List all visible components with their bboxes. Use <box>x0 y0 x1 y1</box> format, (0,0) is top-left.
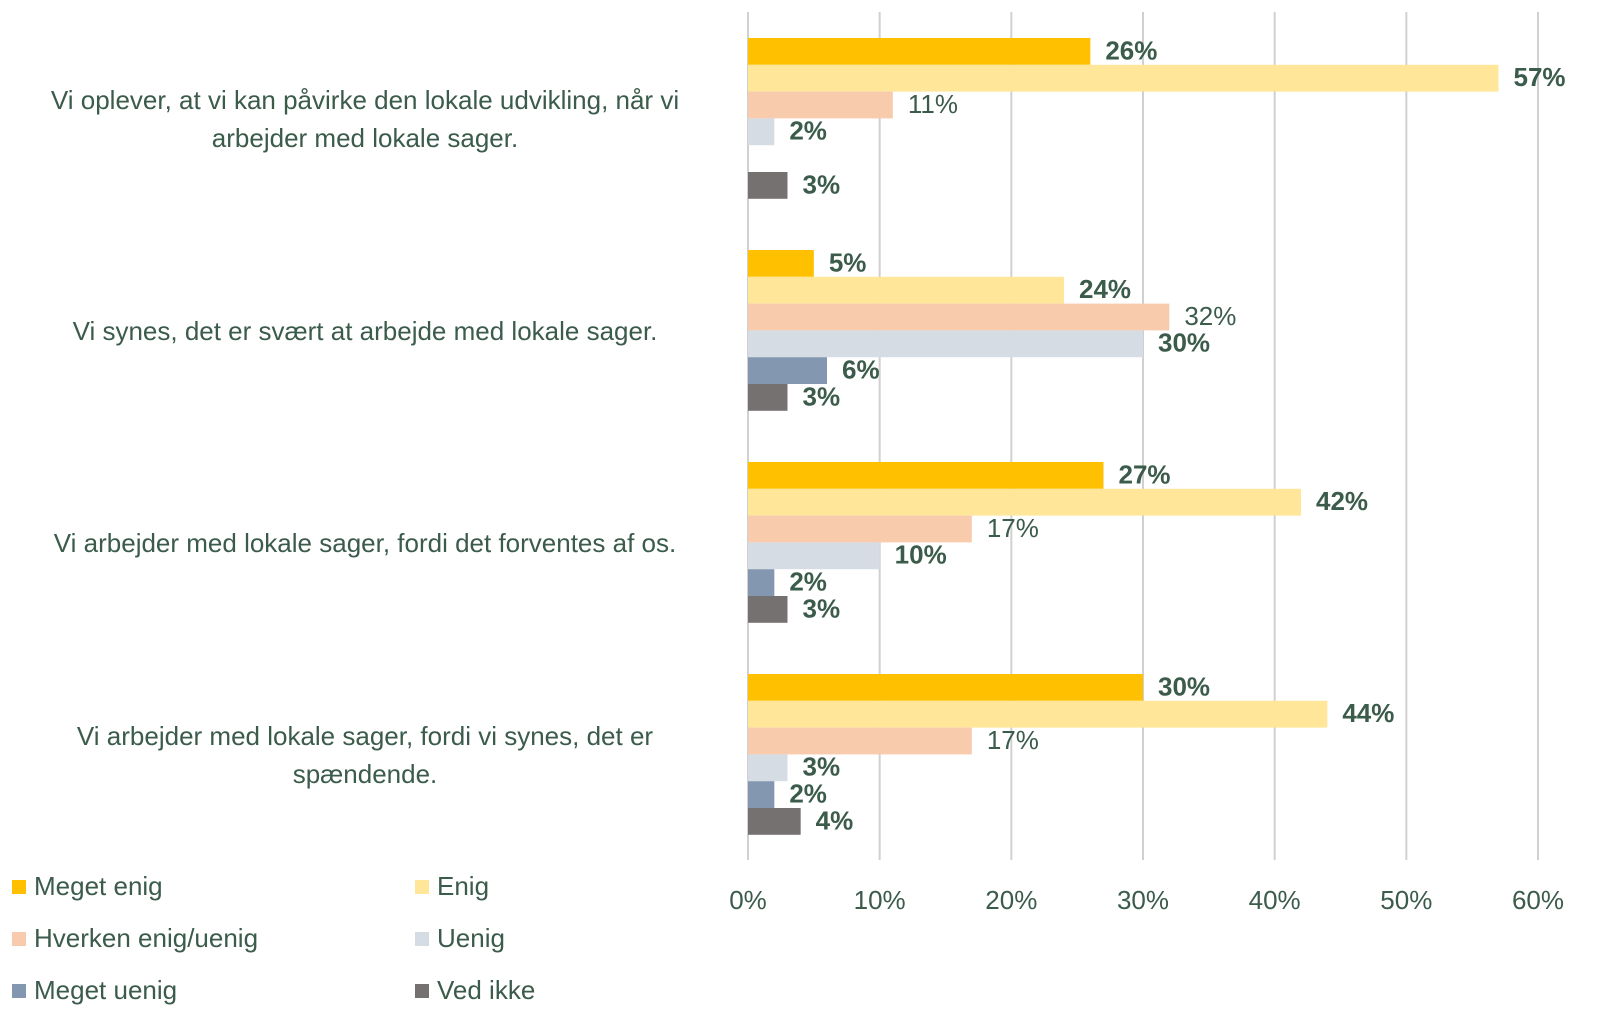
legend-swatch <box>12 880 26 894</box>
bar <box>748 64 1499 92</box>
data-label: 10% <box>895 540 947 570</box>
data-label: 17% <box>987 513 1039 543</box>
legend-label: Hverken enig/uenig <box>34 923 258 953</box>
data-label: 17% <box>987 725 1039 755</box>
data-label: 42% <box>1316 486 1368 516</box>
data-label: 2% <box>789 116 827 146</box>
bar <box>748 674 1143 701</box>
bar <box>748 462 1104 489</box>
bar <box>748 569 775 596</box>
data-label: 2% <box>789 566 827 596</box>
category-label: Vi arbejder med lokale sager, fordi vi s… <box>76 721 654 789</box>
data-label: 4% <box>816 805 854 835</box>
data-label: 2% <box>789 778 827 808</box>
bar <box>748 91 893 119</box>
bar <box>748 276 1064 304</box>
x-tick-label: 0% <box>729 885 767 915</box>
legend-label: Uenig <box>437 923 505 953</box>
x-tick-label: 30% <box>1117 885 1169 915</box>
bar <box>748 727 972 755</box>
bar <box>748 542 880 570</box>
legend-swatch <box>415 984 429 998</box>
bar <box>748 357 827 384</box>
bar <box>748 754 788 782</box>
bar <box>748 808 801 835</box>
bar <box>748 515 972 543</box>
x-tick-label: 10% <box>854 885 906 915</box>
data-label: 24% <box>1079 274 1131 304</box>
category-label: Vi oplever, at vi kan påvirke den lokale… <box>50 85 680 153</box>
data-label: 26% <box>1105 35 1157 65</box>
legend-swatch <box>12 932 26 946</box>
category-label: Vi arbejder med lokale sager, fordi det … <box>53 528 677 558</box>
data-label: 3% <box>803 752 841 782</box>
data-label: 5% <box>829 247 867 277</box>
bar <box>748 384 788 411</box>
x-tick-label: 60% <box>1512 885 1564 915</box>
legend-label: Meget enig <box>34 871 163 901</box>
bar <box>748 781 775 808</box>
category-label: Vi synes, det er svært at arbejde med lo… <box>72 316 658 346</box>
legend-swatch <box>415 932 429 946</box>
x-tick-label: 50% <box>1380 885 1432 915</box>
data-label: 30% <box>1158 328 1210 358</box>
x-tick-label: 40% <box>1249 885 1301 915</box>
bar <box>748 118 775 146</box>
data-label: 30% <box>1158 671 1210 701</box>
bar <box>748 38 1091 65</box>
data-label: 27% <box>1119 459 1171 489</box>
data-label: 3% <box>803 593 841 623</box>
bar <box>748 250 814 277</box>
data-label: 44% <box>1342 698 1394 728</box>
data-label: 6% <box>842 354 880 384</box>
data-label: 11% <box>908 89 958 119</box>
bar <box>748 172 788 199</box>
legend-swatch <box>12 984 26 998</box>
bar <box>748 330 1143 358</box>
bar <box>748 700 1328 728</box>
data-label: 3% <box>803 169 841 199</box>
data-label: 3% <box>803 381 841 411</box>
legend-label: Ved ikke <box>437 975 535 1005</box>
bar <box>748 596 788 623</box>
legend-label: Meget uenig <box>34 975 177 1005</box>
bar <box>748 488 1301 516</box>
x-tick-label: 20% <box>985 885 1037 915</box>
legend-swatch <box>415 880 429 894</box>
legend-label: Enig <box>437 871 489 901</box>
data-label: 57% <box>1514 62 1566 92</box>
data-label: 32% <box>1184 301 1236 331</box>
bar <box>748 303 1170 331</box>
